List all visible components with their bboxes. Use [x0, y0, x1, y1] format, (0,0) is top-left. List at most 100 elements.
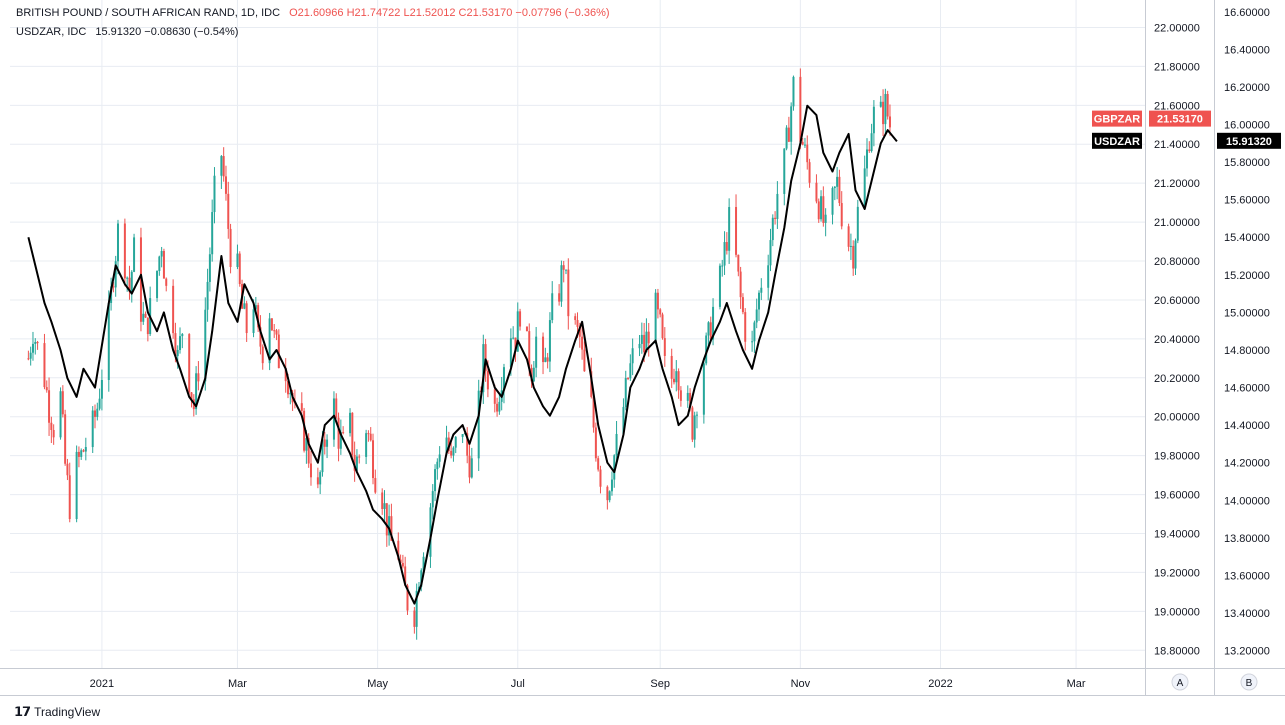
candle-body: [126, 277, 129, 279]
candle-body: [597, 458, 600, 470]
axis-tick-label-right: 13.20000: [1224, 646, 1270, 658]
candle-body: [833, 186, 836, 189]
candle-body: [744, 312, 747, 342]
candle-body: [672, 378, 675, 383]
candle-body: [712, 306, 715, 340]
candle-body: [321, 439, 324, 473]
candle-body: [567, 269, 570, 317]
candle-body: [179, 336, 182, 350]
candle-body: [741, 297, 744, 313]
candle-body: [886, 93, 889, 117]
candle-body: [865, 149, 868, 169]
candle-body: [381, 492, 384, 509]
candle-body: [406, 585, 409, 611]
candle-body: [43, 343, 46, 388]
scale-button-a[interactable]: A: [1171, 673, 1189, 691]
candle-body: [96, 408, 99, 417]
candle-body: [355, 456, 358, 471]
candle-body: [558, 293, 561, 302]
candle-body: [808, 162, 811, 183]
axis-tick-label-x: Mar: [1067, 678, 1086, 690]
candle-body: [144, 313, 147, 318]
candle-body: [801, 141, 804, 145]
candle-body: [705, 335, 708, 364]
candle-body: [238, 253, 241, 285]
axis-tick-label-right: 13.60000: [1224, 570, 1270, 582]
usdzar-line: [27, 104, 898, 605]
candle-body: [75, 451, 78, 520]
axis-tick-label-left: 21.20000: [1154, 178, 1200, 190]
candle-body: [176, 349, 179, 357]
axis-tick-label-right: 15.20000: [1224, 270, 1270, 282]
axis-tick-label-left: 21.80000: [1154, 61, 1200, 73]
candle-body: [785, 127, 788, 149]
candle-body: [133, 237, 136, 272]
candle-body: [445, 437, 448, 455]
candle-body: [397, 540, 400, 560]
candle-body: [610, 479, 613, 492]
candle-body: [275, 330, 278, 335]
axis-tick-label-right: 15.80000: [1224, 157, 1270, 169]
axis-tick-label-right: 13.40000: [1224, 608, 1270, 620]
axis-tick-label-right: 15.40000: [1224, 232, 1270, 244]
scale-button-label: A: [1177, 678, 1184, 689]
candle-body: [273, 330, 276, 332]
tradingview-logo[interactable]: 𝟭𝟳 TradingView: [14, 704, 100, 720]
candle-body: [332, 398, 335, 440]
candle-body: [608, 491, 611, 501]
candle-body: [388, 516, 391, 536]
candle-body: [45, 387, 48, 391]
candle-body: [535, 336, 538, 368]
candle-body: [647, 331, 650, 344]
candle-body: [787, 127, 790, 142]
candle-body: [254, 305, 257, 310]
grid: [10, 0, 1145, 668]
candle-body: [172, 285, 175, 334]
candle-body: [422, 556, 425, 571]
candle-body: [337, 417, 340, 449]
legend-primary-ohlc: O21.60966 H21.74722 L21.52012 C21.53170 …: [289, 7, 610, 19]
candle-body: [638, 343, 641, 349]
candle-body: [252, 309, 255, 334]
candle-body: [624, 378, 627, 407]
candle-body: [496, 403, 499, 412]
candle-body: [61, 391, 64, 415]
candle-body: [369, 433, 372, 441]
candle-body: [206, 281, 209, 310]
candle-body: [820, 196, 823, 220]
axis-tick-label-x: 2022: [928, 678, 952, 690]
axis-tick-label-right: 15.00000: [1224, 307, 1270, 319]
candle-body: [404, 566, 407, 586]
candle-body: [565, 269, 568, 271]
candle-body: [399, 559, 402, 563]
candle-body: [852, 245, 855, 269]
axis-tick-label-left: 19.20000: [1154, 567, 1200, 579]
candle-body: [574, 316, 577, 321]
candle-body: [160, 251, 163, 257]
candle-body: [594, 427, 597, 459]
axis-tick-label-left: 18.80000: [1154, 645, 1200, 657]
candle-body: [454, 436, 457, 448]
legend-primary: BRITISH POUND / SOUTH AFRICAN RAND, 1D, …: [16, 7, 610, 19]
usdzar-price-badge: 15.91320: [1217, 132, 1281, 149]
axis-tick-label-right: 13.80000: [1224, 533, 1270, 545]
candle-body: [98, 398, 101, 409]
candle-body: [29, 352, 32, 359]
legend-secondary-name: USDZAR, IDC: [16, 26, 87, 38]
axis-tick-label-x: Sep: [650, 678, 670, 690]
axis-tick-label-right: 14.40000: [1224, 420, 1270, 432]
candle-body: [116, 223, 119, 262]
candle-body: [401, 562, 404, 567]
scale-button-b[interactable]: B: [1240, 673, 1258, 691]
candle-body: [367, 433, 370, 435]
candle-body: [512, 337, 515, 339]
candle-body: [420, 570, 423, 587]
candle-body: [760, 287, 763, 293]
candle-body: [383, 503, 386, 509]
candle-body: [790, 106, 793, 142]
candle-body: [91, 410, 94, 448]
candle-body: [803, 144, 806, 146]
candle-body: [59, 391, 62, 438]
candle-body: [107, 302, 110, 380]
